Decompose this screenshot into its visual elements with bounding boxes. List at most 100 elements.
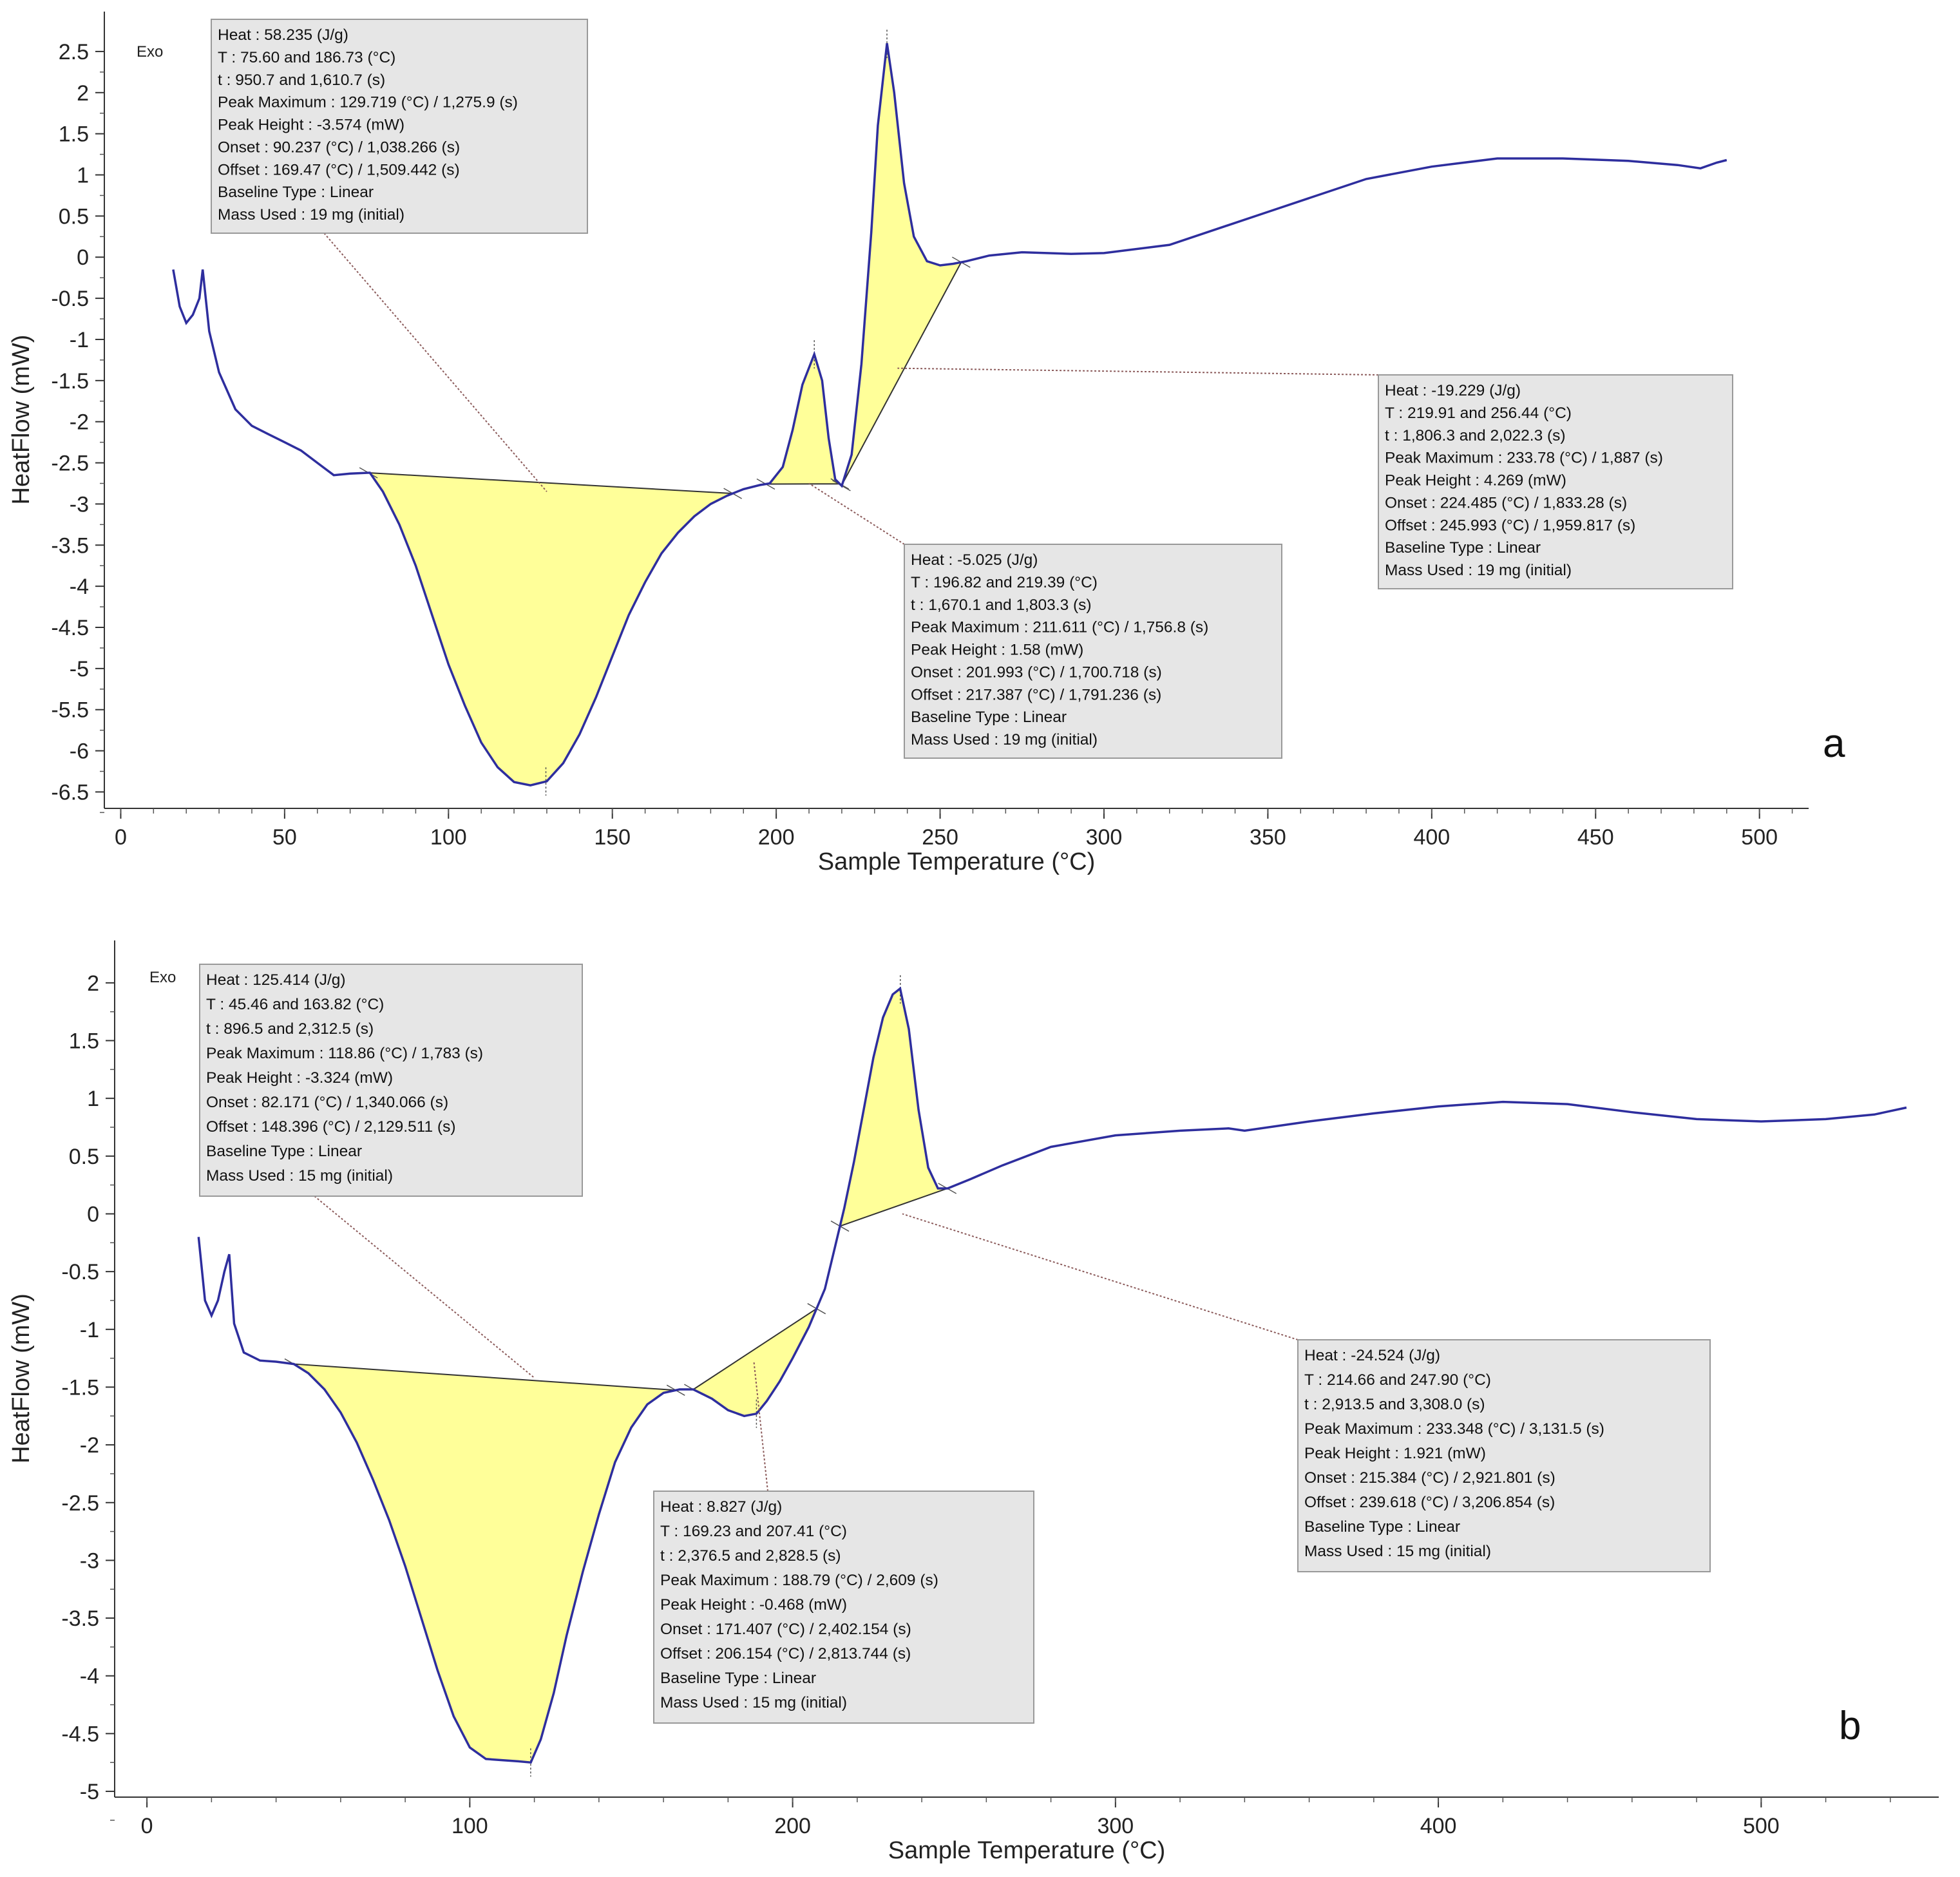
y-tick-label: -2.5 [51,452,89,476]
annotation-leader [323,233,547,492]
exo-label: Exo [149,969,176,986]
annotation-line: Offset : 148.396 (°C) / 2,129.511 (s) [206,1118,455,1136]
y-tick-label: -1 [80,1318,99,1342]
annotation-line: Peak Maximum : 188.79 (°C) / 2,609 (s) [660,1572,938,1589]
annotation-leader [897,367,1379,376]
annotation-line: Baseline Type : Linear [1304,1518,1460,1536]
annotation-line: Peak Maximum : 118.86 (°C) / 1,783 (s) [206,1045,483,1062]
x-tick-label: 100 [452,1814,488,1838]
y-tick-label: 2.5 [59,40,89,64]
annotation-line: Baseline Type : Linear [660,1670,816,1687]
x-tick-label: 200 [774,1814,811,1838]
peak-area-3 [840,989,947,1226]
y-tick-label: -3 [80,1548,99,1573]
annotation-line: Peak Maximum : 233.348 (°C) / 3,131.5 (s… [1304,1420,1604,1438]
annotation-line: Mass Used : 19 mg (initial) [911,731,1098,748]
y-tick-label: 1.5 [69,1029,99,1054]
annotation-line: Peak Maximum : 211.611 (°C) / 1,756.8 (s… [911,619,1208,636]
y-tick-label: 1 [77,164,89,188]
peak-area-2 [765,355,840,484]
y-tick-label: -6 [70,739,89,764]
annotation-line: Peak Height : 1.921 (mW) [1304,1445,1486,1462]
annotation-line: Heat : 58.235 (J/g) [218,26,348,44]
x-axis-title: Sample Temperature (°C) [818,848,1096,875]
y-tick-label: -5 [80,1780,99,1804]
x-tick-label: 200 [758,825,795,850]
annotation-line: Offset : 245.993 (°C) / 1,959.817 (s) [1385,517,1635,534]
annotation-leader [753,1361,768,1492]
y-tick-label: 0 [87,1202,99,1226]
panel-b: 2 1.5 1 0.5 0 -0.5 -1 -1.5 -2 -2.5 -3 -3.5 -4 -4.5 -5 0… [8,940,1939,1864]
annotation-line: Onset : 201.993 (°C) / 1,700.718 (s) [911,663,1162,681]
y-tick-label: -6.5 [51,780,89,805]
x-tick-label: 450 [1577,825,1614,850]
x-tick-label: 150 [594,825,631,850]
annotation-line: Mass Used : 15 mg (initial) [206,1167,393,1185]
x-tick-label: 500 [1741,825,1778,850]
y-tick-label: -0.5 [61,1260,99,1284]
annotation-line: Peak Height : 4.269 (mW) [1385,472,1566,490]
annotation-line: Mass Used : 19 mg (initial) [1385,562,1572,579]
annotation-line: Heat : 8.827 (J/g) [660,1498,782,1516]
y-tick-label: -1 [70,328,89,352]
peak-baseline-2 [692,1308,817,1390]
annotation-line: Offset : 239.618 (°C) / 3,206.854 (s) [1304,1494,1555,1511]
x-tick-label: 100 [430,825,467,850]
annotation-line: Heat : -19.229 (J/g) [1385,382,1521,399]
y-tick-label: -4.5 [61,1722,99,1746]
annotation-line: Heat : 125.414 (J/g) [206,971,346,989]
y-tick-label: 1 [87,1087,99,1111]
y-tick-label: -4 [70,575,89,599]
annotation-box [904,544,1282,759]
peak-area-1 [368,472,733,785]
annotation-line: Onset : 90.237 (°C) / 1,038.266 (s) [218,138,460,156]
annotation-line: T : 169.23 and 207.41 (°C) [660,1523,847,1540]
y-tick-label: -1.5 [51,369,89,394]
annotation-line: t : 896.5 and 2,312.5 (s) [206,1020,374,1038]
panel-letter: b [1839,1704,1861,1748]
y-tick-label: -4.5 [51,616,89,640]
annotation-leader [808,482,905,545]
x-tick-label: 250 [922,825,958,850]
y-tick-label: 0 [77,245,89,270]
y-tick-label: -2 [80,1433,99,1458]
exo-label: Exo [137,43,163,61]
annotation-line: T : 219.91 and 256.44 (°C) [1385,405,1572,422]
annotation-line: T : 45.46 and 163.82 (°C) [206,996,384,1013]
x-tick-label: 300 [1097,1814,1134,1838]
annotation-line: t : 1,806.3 and 2,022.3 (s) [1385,427,1566,444]
y-tick-label: -5 [70,657,89,681]
y-tick-label: -3.5 [61,1606,99,1631]
annotation-line: Onset : 171.407 (°C) / 2,402.154 (s) [660,1621,911,1638]
annotation-line: Peak Height : 1.58 (mW) [911,642,1083,659]
y-tick-label: -3.5 [51,533,89,558]
annotation-line: Offset : 217.387 (°C) / 1,791.236 (s) [911,686,1161,703]
x-tick-label: 0 [115,825,127,850]
x-tick-label: 350 [1250,825,1286,850]
y-tick-label: -2.5 [61,1491,99,1516]
y-tick-label: -5.5 [51,698,89,723]
annotation-line: Peak Maximum : 129.719 (°C) / 1,275.9 (s… [218,94,518,111]
x-tick-label: 0 [141,1814,153,1838]
y-tick-label: 2 [77,81,89,106]
annotation-line: Onset : 224.485 (°C) / 1,833.28 (s) [1385,494,1627,511]
y-tick-label: -0.5 [51,287,89,311]
x-tick-label: 500 [1743,1814,1780,1838]
annotation-line: Offset : 206.154 (°C) / 2,813.744 (s) [660,1645,911,1663]
annotation-line: T : 196.82 and 219.39 (°C) [911,574,1098,591]
annotation-line: t : 950.7 and 1,610.7 (s) [218,71,385,89]
panel-letter: a [1823,721,1845,766]
annotation-leader [902,1213,1299,1340]
annotation-line: Baseline Type : Linear [206,1143,362,1160]
annotation-line: t : 1,670.1 and 1,803.3 (s) [911,596,1092,614]
annotation-line: Baseline Type : Linear [1385,539,1541,557]
annotation-line: t : 2,376.5 and 2,828.5 (s) [660,1547,841,1565]
annotation-line: Mass Used : 15 mg (initial) [660,1694,847,1711]
annotation-line: Peak Height : -0.468 (mW) [660,1596,847,1614]
y-axis-title: HeatFlow (mW) [8,335,35,505]
peak-baseline-3 [839,1188,948,1227]
annotation-line: Peak Maximum : 233.78 (°C) / 1,887 (s) [1385,450,1663,467]
x-tick-label: 400 [1420,1814,1457,1838]
annotation-box [199,964,583,1197]
